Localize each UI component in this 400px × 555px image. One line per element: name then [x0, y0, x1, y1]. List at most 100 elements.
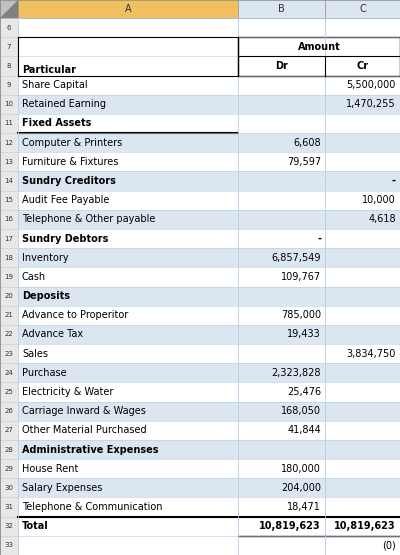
Text: Advance to Properitor: Advance to Properitor — [22, 310, 128, 320]
Text: Telephone & Other payable: Telephone & Other payable — [22, 214, 155, 224]
Bar — [238, 75, 325, 95]
Bar — [18, 248, 238, 268]
Bar — [18, 402, 238, 421]
Text: 29: 29 — [4, 466, 14, 472]
Text: Share Capital: Share Capital — [22, 80, 88, 90]
Text: 19,433: 19,433 — [287, 330, 321, 340]
Text: 10,819,623: 10,819,623 — [334, 521, 396, 531]
Bar — [0, 402, 18, 421]
Bar — [0, 517, 18, 536]
Text: 10,819,623: 10,819,623 — [259, 521, 321, 531]
Bar — [18, 0, 238, 18]
Text: Cr: Cr — [356, 61, 368, 71]
Bar — [325, 18, 400, 37]
Bar — [0, 210, 18, 229]
Bar — [325, 248, 400, 268]
Bar — [325, 363, 400, 382]
Bar — [238, 190, 325, 210]
Text: 180,000: 180,000 — [281, 463, 321, 474]
Bar — [325, 497, 400, 517]
Text: 27: 27 — [4, 427, 14, 433]
Bar — [238, 37, 400, 75]
Text: 6,608: 6,608 — [293, 138, 321, 148]
Text: 31: 31 — [4, 504, 14, 510]
Bar — [325, 382, 400, 402]
Bar — [18, 344, 238, 363]
Bar — [0, 363, 18, 382]
Bar — [325, 344, 400, 363]
Bar — [0, 497, 18, 517]
Bar — [238, 382, 325, 402]
Text: Fixed Assets: Fixed Assets — [22, 118, 91, 128]
Bar — [325, 114, 400, 133]
Text: C: C — [359, 4, 366, 14]
Bar — [238, 133, 325, 152]
Text: Total: Total — [22, 521, 49, 531]
Bar — [238, 497, 325, 517]
Text: 109,767: 109,767 — [281, 272, 321, 282]
Text: Carriage Inward & Wages: Carriage Inward & Wages — [22, 406, 146, 416]
Text: 3,834,750: 3,834,750 — [347, 349, 396, 359]
Bar — [238, 0, 325, 18]
Bar — [0, 268, 18, 286]
Bar — [0, 133, 18, 152]
Bar — [0, 286, 18, 306]
Text: 41,844: 41,844 — [287, 425, 321, 435]
Text: 14: 14 — [4, 178, 14, 184]
Bar — [238, 268, 325, 286]
Bar — [325, 402, 400, 421]
Text: Purchase: Purchase — [22, 368, 67, 378]
Text: 28: 28 — [4, 447, 14, 452]
Bar — [325, 75, 400, 95]
Text: Administrative Expenses: Administrative Expenses — [22, 445, 158, 455]
Bar — [18, 171, 238, 190]
Bar — [18, 114, 238, 133]
Text: 33: 33 — [4, 542, 14, 548]
Bar — [238, 18, 325, 37]
Bar — [18, 229, 238, 248]
Text: 204,000: 204,000 — [281, 483, 321, 493]
Text: Telephone & Communication: Telephone & Communication — [22, 502, 162, 512]
Bar — [18, 95, 238, 114]
Text: Audit Fee Payable: Audit Fee Payable — [22, 195, 109, 205]
Text: House Rent: House Rent — [22, 463, 78, 474]
Bar — [18, 286, 238, 306]
Text: Furniture & Fixtures: Furniture & Fixtures — [22, 157, 118, 167]
Bar — [18, 37, 238, 57]
Bar — [238, 536, 325, 555]
Bar — [18, 517, 238, 536]
Bar — [18, 268, 238, 286]
Bar — [238, 440, 325, 459]
Text: 6,857,549: 6,857,549 — [272, 253, 321, 263]
Text: A: A — [125, 4, 131, 14]
Bar — [325, 440, 400, 459]
Bar — [0, 440, 18, 459]
Bar — [0, 171, 18, 190]
Text: Computer & Printers: Computer & Printers — [22, 138, 122, 148]
Bar — [0, 0, 18, 18]
Bar — [325, 152, 400, 171]
Bar — [0, 57, 18, 75]
Bar — [18, 497, 238, 517]
Text: Salary Expenses: Salary Expenses — [22, 483, 102, 493]
Bar — [18, 325, 238, 344]
Text: 12: 12 — [4, 140, 14, 145]
Bar — [18, 421, 238, 440]
Bar — [0, 37, 18, 57]
Bar — [238, 517, 325, 536]
Bar — [0, 248, 18, 268]
Bar — [325, 325, 400, 344]
Text: 24: 24 — [5, 370, 13, 376]
Text: 5,500,000: 5,500,000 — [347, 80, 396, 90]
Text: 2,323,828: 2,323,828 — [272, 368, 321, 378]
Bar — [325, 421, 400, 440]
Text: 785,000: 785,000 — [281, 310, 321, 320]
Text: Inventory: Inventory — [22, 253, 69, 263]
Text: 13: 13 — [4, 159, 14, 165]
Text: 20: 20 — [4, 293, 14, 299]
Text: 18,471: 18,471 — [287, 502, 321, 512]
Bar — [325, 306, 400, 325]
Bar — [0, 95, 18, 114]
Text: 26: 26 — [4, 408, 14, 414]
Bar — [325, 133, 400, 152]
